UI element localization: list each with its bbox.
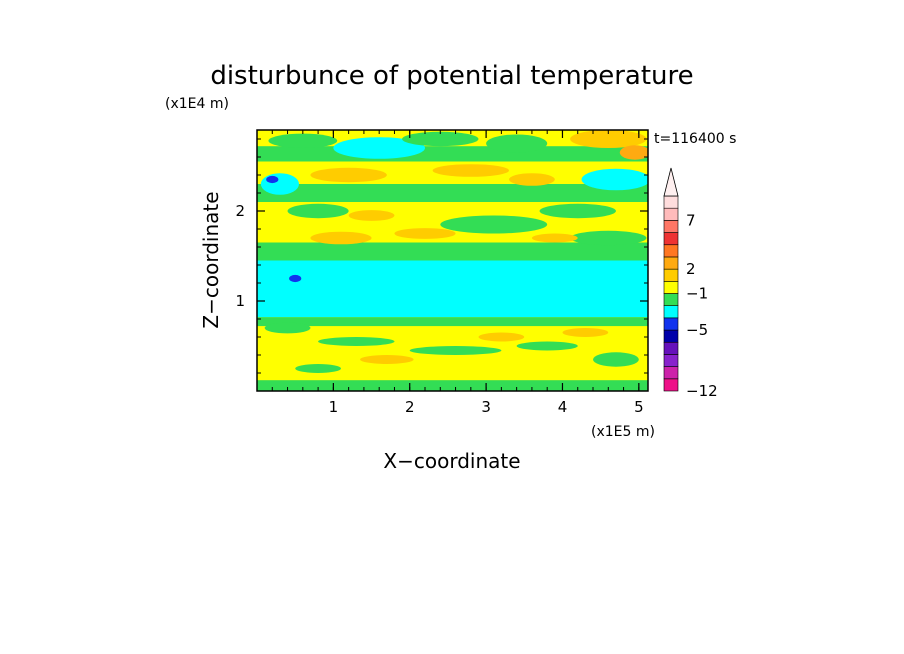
field-blob — [289, 274, 302, 283]
colorbar-label: −5 — [686, 321, 708, 339]
x-axis-ticks: 1 2 3 4 5 — [271, 130, 644, 416]
y-tick-label: 2 — [235, 202, 245, 220]
field-blob — [531, 233, 578, 243]
colorbar-label: −12 — [686, 382, 718, 400]
field-blob — [409, 346, 502, 355]
x-tick-label: 1 — [329, 398, 339, 416]
field-blob — [570, 130, 647, 148]
field-blob — [310, 231, 372, 245]
chart-title: disturbunce of potential temperature — [210, 61, 693, 91]
field-blob — [516, 341, 578, 351]
y-axis-ticks: 12 — [235, 138, 648, 374]
field-blob — [432, 164, 510, 177]
field-blob — [360, 355, 414, 364]
field-blob — [260, 173, 300, 195]
colorbar-segment — [663, 195, 679, 209]
field-band — [257, 184, 648, 202]
field-blob — [619, 145, 648, 160]
plot-frame — [256, 129, 649, 392]
y-axis-label: Z−coordinate — [199, 191, 223, 328]
field-blob — [581, 168, 648, 191]
x-unit-label: (x1E5 m) — [591, 424, 655, 440]
x-tick-label: 2 — [405, 398, 415, 416]
colorbar-segment — [663, 220, 679, 233]
field-blob — [333, 137, 426, 159]
colorbar-segment — [663, 293, 679, 306]
colorbar-segment — [663, 317, 679, 331]
colorbar-segment — [663, 354, 679, 367]
field-band — [257, 380, 648, 391]
field-blob — [264, 322, 311, 334]
field-blob — [266, 175, 279, 184]
field-blob — [394, 228, 456, 239]
colorbar-segment — [663, 281, 679, 294]
x-tick-label: 3 — [481, 398, 491, 416]
field-band — [257, 260, 648, 318]
field-blob — [562, 328, 609, 337]
colorbar-segment — [663, 207, 679, 221]
colorbar-label: −1 — [686, 285, 708, 303]
x-axis-label: X−coordinate — [383, 449, 520, 473]
x-tick-label: 5 — [634, 398, 644, 416]
colorbar-label: 7 — [686, 211, 696, 229]
field-blob — [287, 203, 349, 219]
colorbar-segment — [663, 366, 679, 380]
colorbar-segment — [663, 341, 679, 355]
field-blob — [509, 173, 555, 186]
field-blob — [440, 215, 548, 234]
y-tick-label: 1 — [235, 292, 245, 310]
field-blob — [295, 364, 342, 373]
x-tick-label: 4 — [558, 398, 568, 416]
field-blob — [402, 131, 479, 147]
field-band — [257, 317, 648, 327]
field-band — [257, 242, 648, 261]
field-blob — [593, 352, 639, 367]
field-blob — [310, 167, 387, 183]
colorbar-segment — [663, 305, 679, 319]
colorbar-extend-arrow — [663, 167, 679, 197]
colorbar-segment — [663, 256, 679, 270]
colorbar-segment — [663, 244, 679, 258]
field-blob — [486, 134, 548, 153]
field-blob — [318, 337, 395, 346]
field-blob — [570, 230, 647, 246]
field-blob — [268, 133, 338, 148]
y-unit-label: (x1E4 m) — [165, 96, 229, 112]
colorbar: 7 2 −1 −5 −12 — [663, 167, 718, 400]
field-blob — [348, 210, 395, 221]
time-label: t=116400 s — [654, 131, 736, 147]
colorbar-segment — [663, 232, 679, 246]
contour-field — [257, 130, 648, 391]
colorbar-segment — [663, 378, 679, 392]
colorbar-segment — [663, 329, 679, 343]
colorbar-label: 2 — [686, 260, 696, 278]
field-band — [257, 146, 648, 162]
field-blob — [539, 203, 616, 219]
field-blob — [478, 332, 525, 342]
colorbar-segment — [663, 268, 679, 282]
